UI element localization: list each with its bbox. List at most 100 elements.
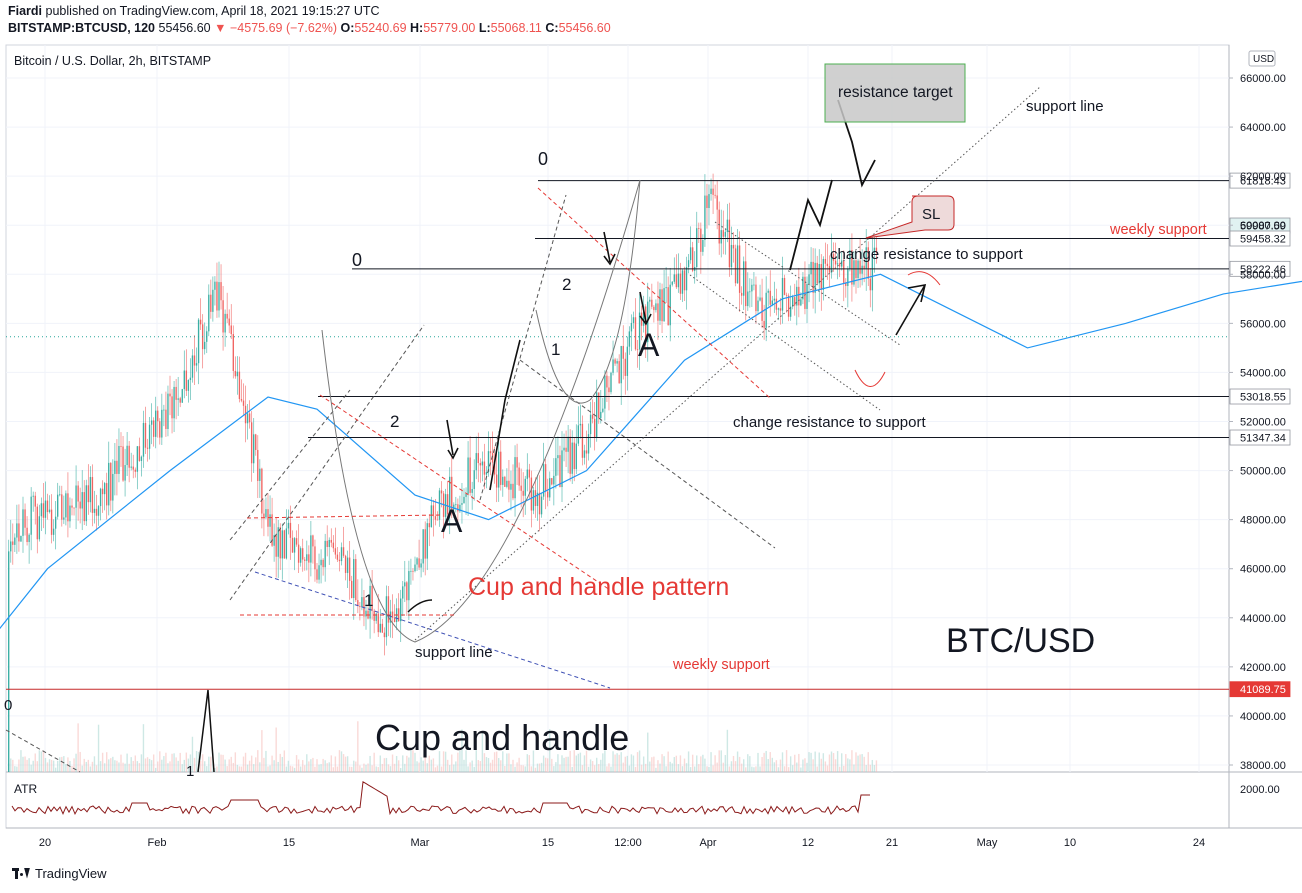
candle-body — [828, 266, 831, 273]
candle-body — [642, 306, 645, 326]
candle-body — [416, 558, 418, 565]
candle-body — [330, 539, 332, 543]
wave-label-a-1: A — [441, 503, 463, 539]
volume-bar — [704, 758, 706, 772]
volume-bar — [747, 754, 749, 772]
volume-bar — [628, 765, 631, 772]
candle-body — [794, 297, 796, 306]
candle-body — [502, 476, 504, 485]
candle-body — [422, 529, 424, 564]
candle-body — [110, 462, 112, 501]
candle-body — [271, 514, 273, 546]
candle-body — [547, 491, 549, 498]
candle-body — [561, 450, 563, 488]
candle-body — [587, 434, 590, 454]
y-tick-label: 60000.00 — [1240, 220, 1286, 232]
volume-bar — [634, 766, 637, 772]
candle-body — [551, 478, 553, 485]
volume-bar — [218, 752, 220, 772]
volume-bar — [508, 753, 510, 772]
volume-bar — [224, 759, 226, 772]
candle-body — [565, 447, 567, 452]
volume-bar — [38, 750, 41, 772]
volume-bar — [208, 756, 210, 772]
candle-body — [275, 535, 277, 557]
candle-body — [334, 548, 337, 555]
candle-body — [867, 247, 869, 279]
candle-body — [777, 308, 780, 310]
candle-body — [553, 475, 555, 485]
volume-bar — [54, 767, 57, 772]
volume-bar — [818, 752, 820, 772]
volume-bar — [120, 754, 122, 772]
candle-body — [616, 361, 618, 364]
volume-bar — [730, 761, 733, 772]
volume-bar — [385, 757, 388, 772]
candle-body — [863, 265, 865, 270]
volume-bar — [48, 759, 51, 772]
volume-bar — [381, 763, 384, 772]
candle-body — [457, 504, 459, 512]
candle-body — [818, 264, 820, 284]
volume-bar — [830, 751, 833, 772]
volume-bar — [869, 764, 871, 772]
candle-body — [583, 450, 586, 458]
candle-body — [357, 600, 359, 606]
candle-body — [328, 539, 330, 547]
volume-bar — [442, 751, 445, 772]
y-tick-label: 54000.00 — [1240, 367, 1286, 379]
candle-body — [371, 585, 373, 611]
candle-body — [138, 446, 141, 461]
volume-bar — [565, 756, 567, 772]
candle-body — [406, 582, 408, 601]
candle-body — [726, 219, 729, 233]
volume-bar — [626, 755, 629, 772]
candle-body — [691, 247, 694, 271]
price-scale[interactable]: 66000.00 64000.00 62000.00 60000.00 58000.00… — [1229, 73, 1286, 772]
volume-bar — [432, 758, 435, 772]
grid-lines — [6, 45, 1229, 772]
volume-bar — [295, 755, 298, 772]
volume-bar — [52, 760, 55, 772]
volume-bar — [575, 755, 577, 772]
volume-bar — [26, 759, 28, 772]
volume-bar — [734, 761, 737, 772]
currency-badge-box[interactable] — [1248, 50, 1276, 67]
volume-bar — [841, 753, 843, 772]
volume-bar — [681, 766, 684, 772]
volume-bar — [387, 764, 390, 772]
candle-body — [704, 195, 706, 241]
candle-body — [843, 260, 845, 283]
candle-body — [418, 558, 420, 568]
candle-body — [189, 377, 192, 381]
y-tick-label: 56000.00 — [1240, 318, 1286, 330]
candle-body — [81, 492, 83, 509]
volume-bar — [110, 758, 112, 772]
time-scale[interactable]: 20 Feb 15 Mar 15 12:00 Apr 12 21 May 10 24 — [39, 837, 1205, 849]
candle-body — [834, 260, 837, 265]
candle-body — [430, 505, 433, 528]
candle-body — [493, 462, 496, 475]
volume-bar — [651, 757, 653, 772]
volume-bar — [700, 756, 702, 772]
candle-body — [712, 188, 714, 195]
candle-body — [75, 485, 77, 508]
volume-bar — [722, 762, 724, 772]
volume-bar — [536, 763, 539, 772]
volume-bar — [487, 758, 490, 772]
volume-bar — [706, 766, 708, 772]
volume-bar — [428, 755, 430, 772]
candle-body — [248, 413, 251, 423]
candle-body — [85, 485, 87, 522]
volume-bar — [540, 762, 543, 772]
candle-body — [95, 508, 98, 516]
candle-body — [514, 457, 516, 499]
volume-bar — [475, 750, 477, 772]
candle-body — [63, 517, 65, 520]
volume-bar — [804, 758, 806, 772]
candle-body — [655, 303, 657, 311]
candle-body — [44, 500, 47, 518]
volume-bar — [287, 760, 290, 772]
level-badge — [1229, 429, 1291, 446]
